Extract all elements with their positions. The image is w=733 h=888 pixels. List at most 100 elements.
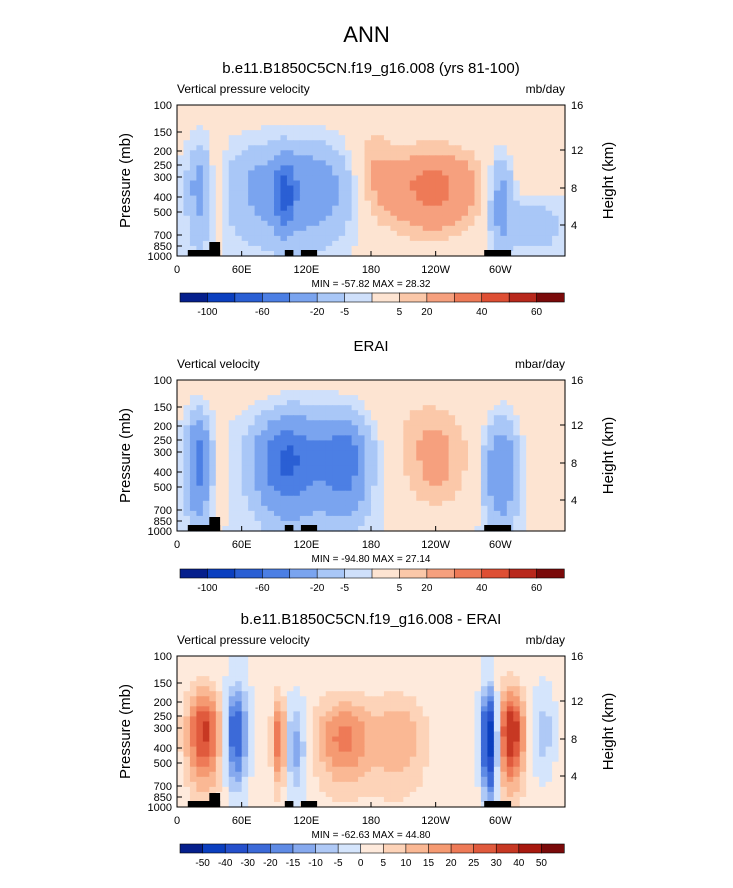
heatmap-cell bbox=[235, 155, 243, 161]
heatmap-cell bbox=[286, 170, 294, 177]
heatmap-cell bbox=[545, 175, 553, 182]
heatmap-cell bbox=[267, 110, 275, 116]
heatmap-cell bbox=[319, 425, 327, 431]
heatmap-cell bbox=[390, 385, 398, 391]
heatmap-cell bbox=[364, 130, 372, 136]
heatmap-cell bbox=[403, 380, 411, 386]
heatmap-cell bbox=[319, 465, 327, 472]
heatmap-cell bbox=[558, 180, 566, 187]
heatmap-cell bbox=[506, 395, 514, 401]
heatmap-cell bbox=[416, 681, 424, 687]
heatmap-cell bbox=[383, 525, 391, 532]
heatmap-cell bbox=[254, 175, 262, 182]
heatmap-cell bbox=[416, 140, 424, 146]
heatmap-cell bbox=[254, 190, 262, 197]
heatmap-cell bbox=[506, 696, 514, 702]
heatmap-cell bbox=[390, 425, 398, 431]
heatmap-cell bbox=[261, 150, 269, 156]
heatmap-cell bbox=[422, 666, 430, 672]
heatmap-cell bbox=[455, 495, 463, 502]
heatmap-cell bbox=[558, 150, 566, 156]
heatmap-cell bbox=[468, 440, 476, 447]
heatmap-cell bbox=[202, 495, 210, 502]
heatmap-cell bbox=[480, 120, 488, 126]
heatmap-cell bbox=[306, 465, 314, 472]
heatmap-cell bbox=[390, 115, 398, 121]
heatmap-cell bbox=[351, 741, 359, 748]
heatmap-cell bbox=[254, 490, 262, 497]
heatmap-cell bbox=[261, 676, 269, 682]
heatmap-cell bbox=[409, 746, 417, 753]
heatmap-cell bbox=[274, 115, 282, 121]
heatmap-cell bbox=[474, 385, 482, 391]
heatmap-cell bbox=[325, 190, 333, 197]
heatmap-cell bbox=[493, 130, 501, 136]
heatmap-cell bbox=[487, 120, 495, 126]
heatmap-cell bbox=[332, 671, 340, 677]
heatmap-cell bbox=[487, 180, 495, 187]
heatmap-cell bbox=[189, 706, 197, 712]
heatmap-cell bbox=[493, 500, 501, 507]
heatmap-cell bbox=[429, 240, 437, 247]
heatmap-cell bbox=[448, 470, 456, 477]
heatmap-cell bbox=[228, 140, 236, 146]
heatmap-cell bbox=[286, 711, 294, 717]
heatmap-cell bbox=[274, 420, 282, 426]
heatmap-cell bbox=[222, 475, 230, 482]
heatmap-cell bbox=[209, 395, 217, 401]
heatmap-cell bbox=[235, 215, 243, 222]
heatmap-cell bbox=[183, 500, 191, 507]
heatmap-cell bbox=[377, 170, 385, 177]
heatmap-cell bbox=[435, 390, 443, 396]
heatmap-cell bbox=[286, 205, 294, 212]
heatmap-cell bbox=[558, 440, 566, 447]
heatmap-cell bbox=[235, 175, 243, 182]
heatmap-cell bbox=[539, 455, 547, 462]
heatmap-cell bbox=[183, 200, 191, 207]
heatmap-cell bbox=[519, 500, 527, 507]
heatmap-cell bbox=[261, 706, 269, 712]
heatmap-cell bbox=[480, 676, 488, 682]
heatmap-cell bbox=[286, 400, 294, 406]
heatmap-cell bbox=[364, 245, 372, 252]
heatmap-cell bbox=[448, 525, 456, 532]
heatmap-cell bbox=[254, 455, 262, 462]
heatmap-cell bbox=[390, 475, 398, 482]
heatmap-cell bbox=[493, 430, 501, 436]
heatmap-cell bbox=[442, 676, 450, 682]
heatmap-cell bbox=[189, 435, 197, 441]
heatmap-cell bbox=[338, 170, 346, 177]
heatmap-cell bbox=[274, 125, 282, 131]
heatmap-cell bbox=[526, 686, 534, 692]
heatmap-cell bbox=[396, 130, 404, 136]
heatmap-cell bbox=[480, 480, 488, 487]
heatmap-cell bbox=[480, 225, 488, 232]
heatmap-cell bbox=[526, 490, 534, 497]
heatmap-cell bbox=[558, 125, 566, 131]
heatmap-cell bbox=[429, 155, 437, 161]
heatmap-cell bbox=[280, 500, 288, 507]
heatmap-cell bbox=[209, 410, 217, 416]
heatmap-cell bbox=[371, 666, 379, 672]
heatmap-cell bbox=[280, 460, 288, 467]
heatmap-cell bbox=[274, 440, 282, 447]
heatmap-cell bbox=[448, 385, 456, 391]
heatmap-cell bbox=[493, 400, 501, 406]
heatmap-cell bbox=[267, 736, 275, 743]
heatmap-cell bbox=[338, 235, 346, 242]
heatmap-cell bbox=[332, 400, 340, 406]
heatmap-cell bbox=[196, 395, 204, 401]
heatmap-cell bbox=[280, 440, 288, 447]
heatmap-cell bbox=[448, 135, 456, 141]
heatmap-cell bbox=[422, 711, 430, 717]
y-tick-label: 500 bbox=[154, 482, 172, 494]
heatmap-cell bbox=[358, 420, 366, 426]
heatmap-cell bbox=[267, 716, 275, 723]
heatmap-cell bbox=[371, 405, 379, 411]
heatmap-cell bbox=[552, 400, 560, 406]
heatmap-cell bbox=[189, 180, 197, 187]
heatmap-cell bbox=[545, 195, 553, 202]
heatmap-cell bbox=[558, 525, 566, 532]
heatmap-cell bbox=[332, 455, 340, 462]
heatmap-cell bbox=[526, 120, 534, 126]
